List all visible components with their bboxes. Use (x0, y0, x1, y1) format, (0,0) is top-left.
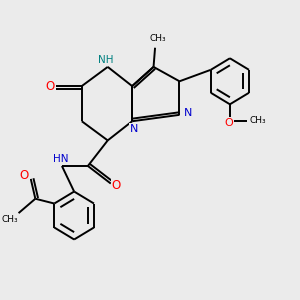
Text: O: O (112, 179, 121, 192)
Text: NH: NH (98, 55, 114, 65)
Text: O: O (224, 118, 233, 128)
Text: CH₃: CH₃ (2, 215, 18, 224)
Text: O: O (20, 169, 29, 182)
Text: O: O (46, 80, 55, 93)
Text: N: N (130, 124, 138, 134)
Text: HN: HN (52, 154, 68, 164)
Text: CH₃: CH₃ (249, 116, 266, 125)
Text: CH₃: CH₃ (149, 34, 166, 43)
Text: N: N (184, 108, 192, 118)
